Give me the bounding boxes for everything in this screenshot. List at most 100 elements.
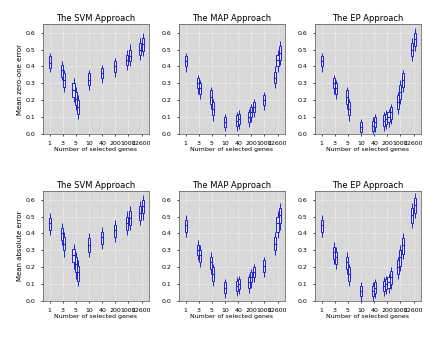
- Bar: [390, 271, 392, 284]
- X-axis label: Number of selected genes: Number of selected genes: [326, 315, 409, 319]
- Bar: [61, 65, 62, 76]
- Bar: [63, 73, 65, 87]
- Bar: [49, 56, 51, 68]
- Bar: [382, 281, 385, 291]
- Bar: [335, 83, 337, 93]
- Bar: [414, 33, 416, 46]
- Bar: [348, 267, 350, 281]
- Bar: [274, 237, 276, 250]
- Bar: [101, 68, 103, 78]
- Bar: [321, 220, 323, 232]
- Bar: [210, 257, 212, 269]
- Bar: [238, 114, 241, 124]
- Bar: [388, 112, 390, 122]
- Title: The SVM Approach: The SVM Approach: [56, 15, 135, 24]
- Bar: [397, 261, 399, 274]
- Bar: [411, 208, 414, 223]
- Y-axis label: Mean absolute error: Mean absolute error: [17, 211, 23, 281]
- Title: The EP Approach: The EP Approach: [332, 15, 403, 24]
- Bar: [360, 122, 362, 133]
- Bar: [335, 252, 337, 264]
- Bar: [126, 217, 128, 230]
- Bar: [385, 114, 387, 124]
- Bar: [277, 217, 278, 232]
- Bar: [75, 92, 77, 105]
- Bar: [126, 55, 128, 65]
- Bar: [142, 38, 144, 51]
- Bar: [385, 279, 387, 289]
- Bar: [63, 237, 65, 250]
- Bar: [402, 238, 404, 254]
- Bar: [402, 73, 404, 87]
- Bar: [114, 225, 116, 237]
- X-axis label: Number of selected genes: Number of selected genes: [326, 147, 409, 152]
- Bar: [199, 83, 201, 93]
- Bar: [88, 73, 90, 85]
- Bar: [236, 281, 238, 291]
- Bar: [77, 265, 79, 281]
- X-axis label: Number of selected genes: Number of selected genes: [54, 147, 137, 152]
- Bar: [75, 257, 77, 272]
- Bar: [199, 250, 201, 262]
- Bar: [212, 267, 214, 281]
- Bar: [388, 277, 390, 288]
- Title: The MAP Approach: The MAP Approach: [192, 15, 271, 24]
- Bar: [250, 107, 252, 117]
- Bar: [374, 282, 377, 293]
- Bar: [253, 102, 255, 112]
- Bar: [372, 286, 374, 296]
- Title: The SVM Approach: The SVM Approach: [56, 181, 135, 190]
- X-axis label: Number of selected genes: Number of selected genes: [190, 315, 273, 319]
- Bar: [346, 257, 348, 269]
- Bar: [390, 107, 392, 119]
- Bar: [114, 61, 116, 72]
- Bar: [400, 85, 402, 99]
- Bar: [210, 90, 212, 104]
- Bar: [382, 116, 385, 126]
- Bar: [238, 279, 241, 289]
- Bar: [397, 95, 399, 109]
- Y-axis label: Mean zero-one error: Mean zero-one error: [17, 44, 23, 115]
- Bar: [248, 277, 250, 288]
- Bar: [212, 102, 214, 116]
- Bar: [274, 72, 276, 83]
- Bar: [253, 267, 255, 277]
- Bar: [411, 43, 414, 56]
- Bar: [139, 206, 142, 220]
- Bar: [372, 120, 374, 131]
- Bar: [250, 272, 252, 282]
- Bar: [248, 112, 250, 122]
- Bar: [360, 286, 362, 296]
- Bar: [185, 56, 187, 66]
- Bar: [73, 83, 74, 97]
- X-axis label: Number of selected genes: Number of selected genes: [54, 315, 137, 319]
- Bar: [277, 55, 278, 66]
- Bar: [333, 247, 334, 259]
- Bar: [374, 117, 377, 127]
- Bar: [197, 78, 198, 89]
- Bar: [77, 100, 79, 114]
- Bar: [321, 56, 323, 66]
- Bar: [73, 249, 74, 262]
- Bar: [88, 238, 90, 252]
- X-axis label: Number of selected genes: Number of selected genes: [190, 147, 273, 152]
- Bar: [400, 250, 402, 265]
- Bar: [346, 90, 348, 104]
- Bar: [139, 43, 142, 55]
- Bar: [264, 261, 266, 272]
- Bar: [264, 95, 266, 105]
- Title: The MAP Approach: The MAP Approach: [192, 181, 271, 190]
- Bar: [414, 198, 416, 213]
- Bar: [129, 211, 130, 225]
- Title: The EP Approach: The EP Approach: [332, 181, 403, 190]
- Bar: [142, 200, 144, 213]
- Bar: [348, 102, 350, 116]
- Bar: [236, 116, 238, 126]
- Bar: [197, 245, 198, 255]
- Bar: [61, 228, 62, 240]
- Bar: [333, 78, 334, 89]
- Bar: [224, 282, 226, 293]
- Bar: [101, 232, 103, 244]
- Bar: [129, 49, 130, 61]
- Bar: [185, 220, 187, 232]
